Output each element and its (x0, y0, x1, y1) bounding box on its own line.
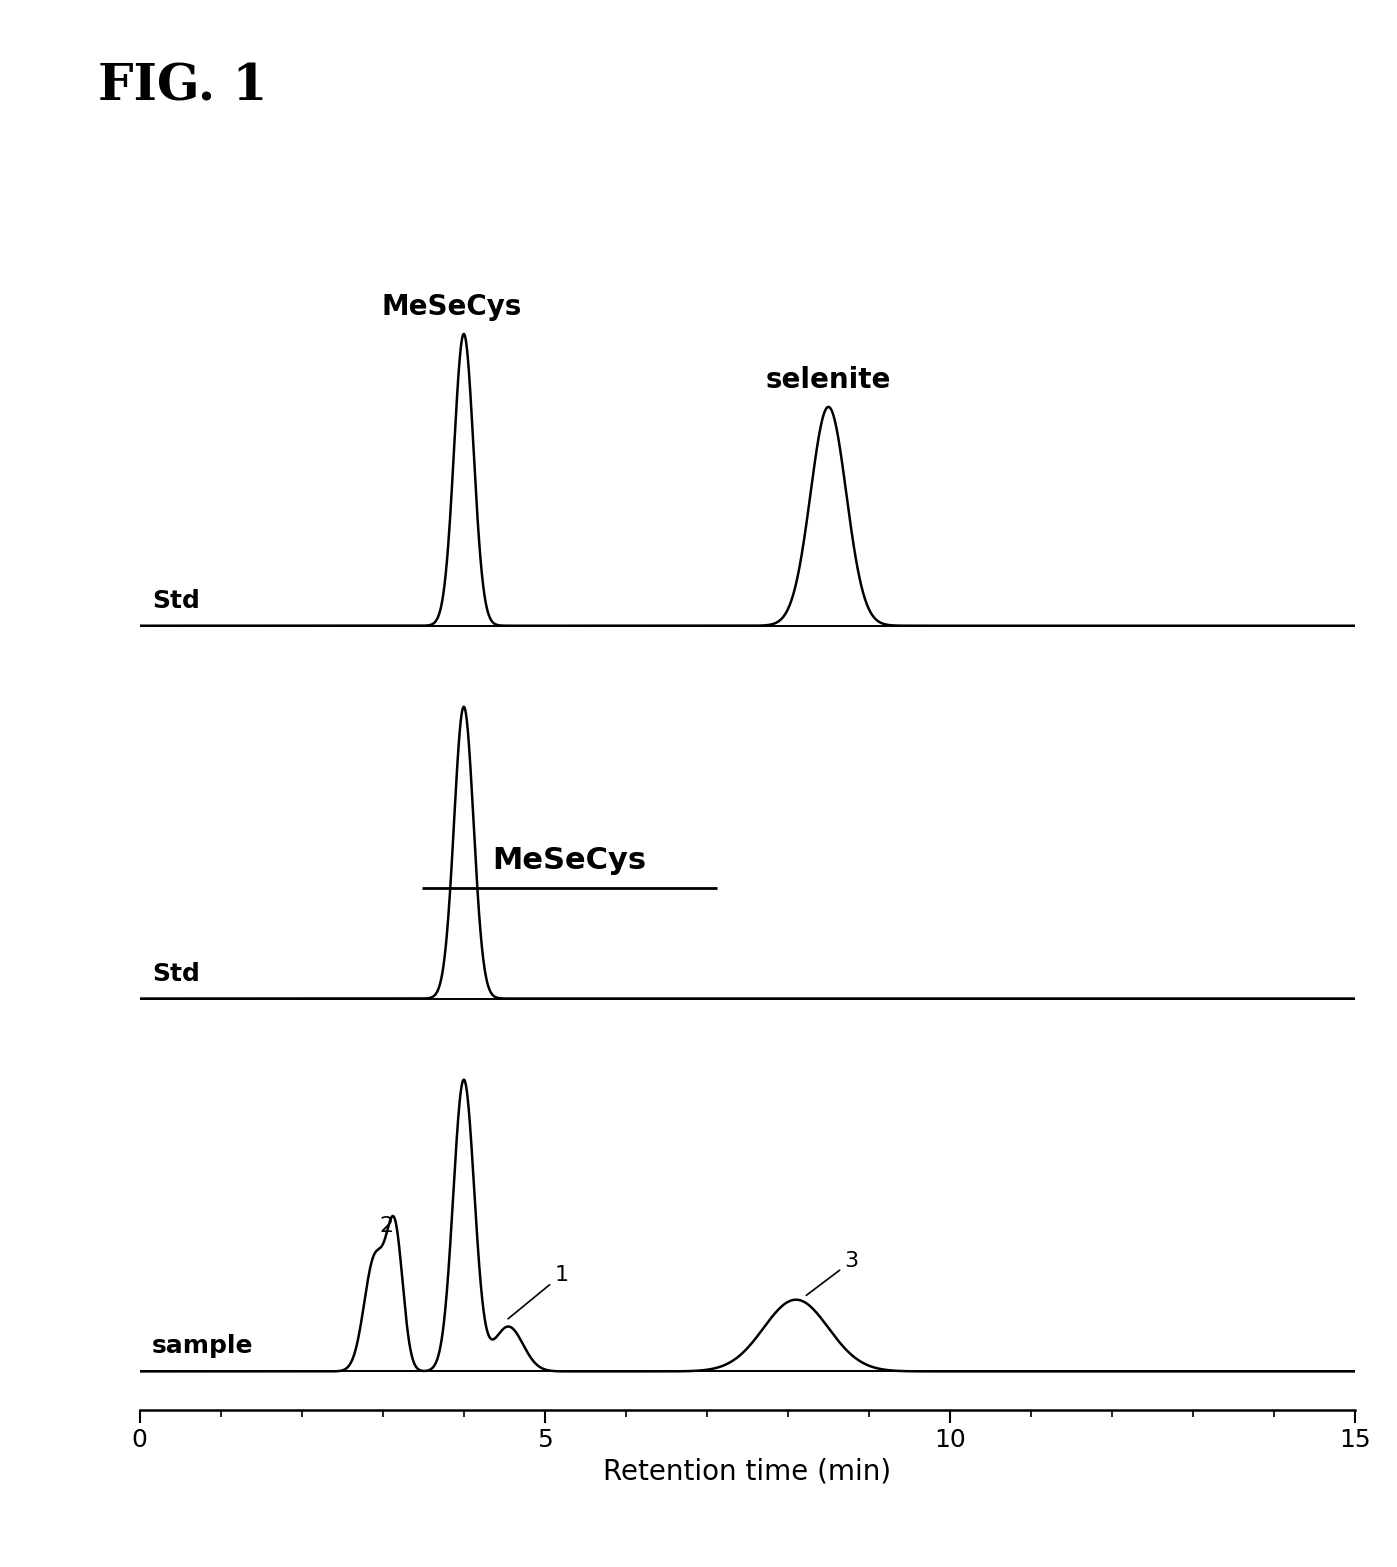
X-axis label: Retention time (min): Retention time (min) (604, 1457, 891, 1486)
Text: 1: 1 (509, 1265, 569, 1319)
Text: 3: 3 (806, 1250, 859, 1296)
Text: sample: sample (152, 1335, 253, 1359)
Text: Std: Std (152, 589, 200, 613)
Text: Std: Std (152, 962, 200, 986)
Text: MeSeCys: MeSeCys (381, 293, 522, 321)
Text: FIG. 1: FIG. 1 (98, 63, 267, 111)
Text: 2: 2 (380, 1216, 394, 1236)
Text: selenite: selenite (766, 367, 891, 393)
Text: MeSeCys: MeSeCys (492, 846, 647, 876)
